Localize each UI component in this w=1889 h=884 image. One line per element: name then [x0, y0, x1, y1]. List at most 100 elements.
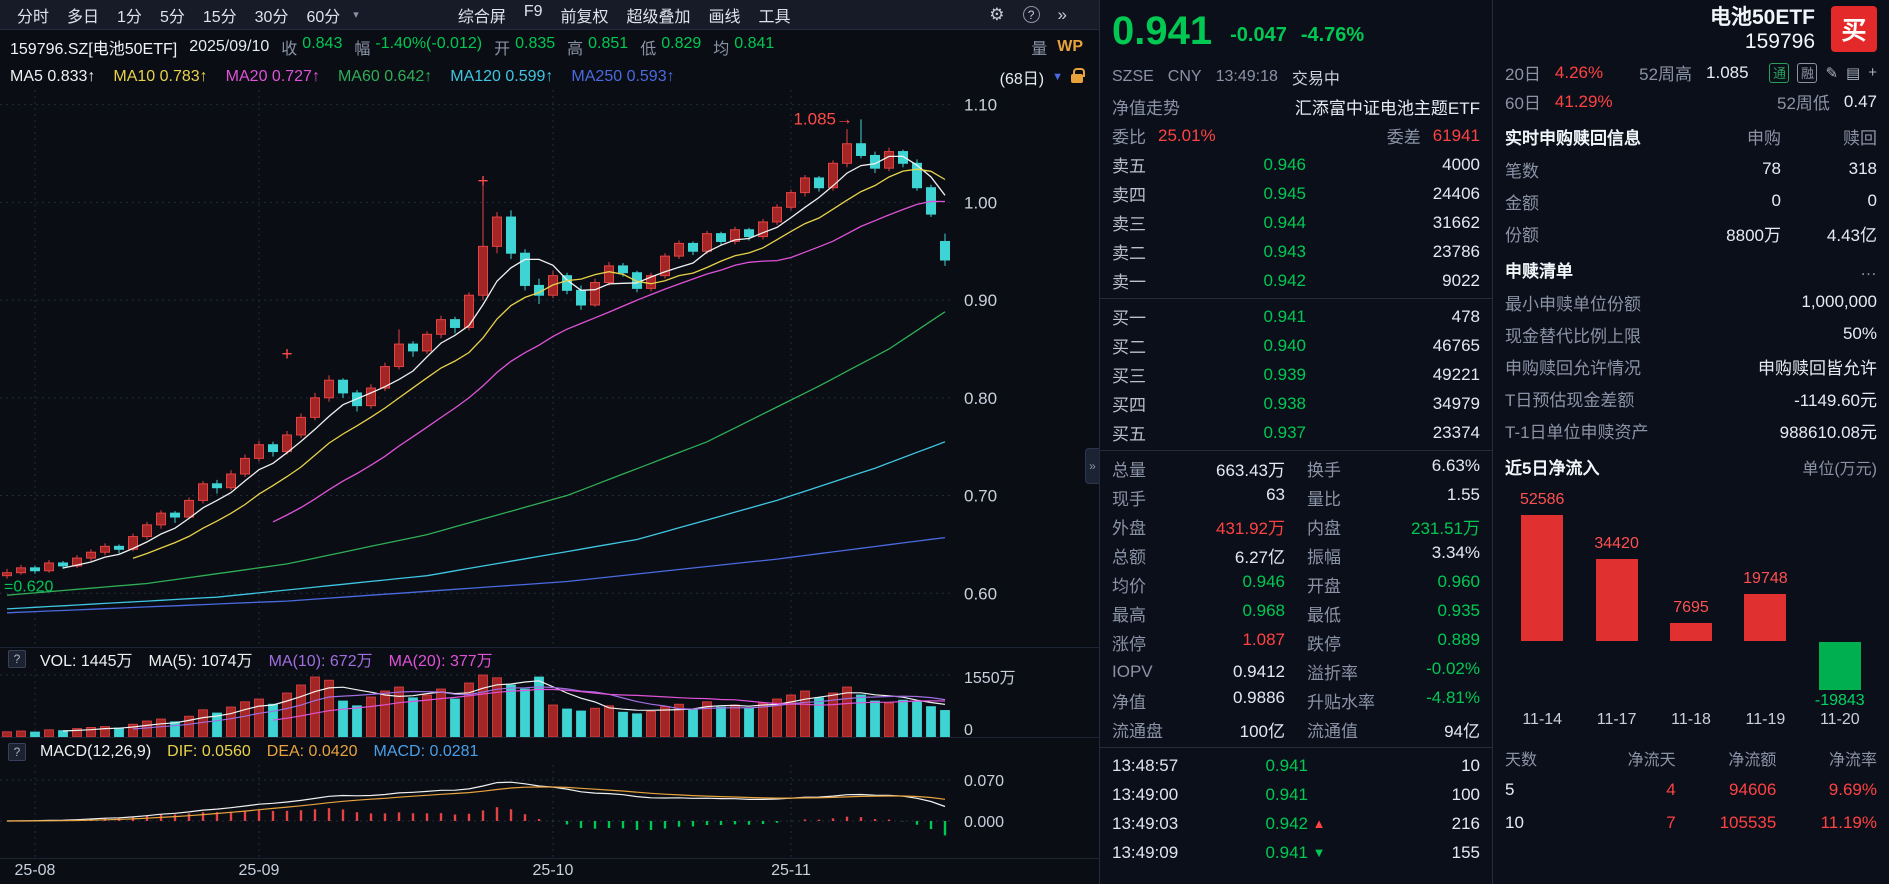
flow-table-header-cell: 净流额 [1728, 752, 1777, 769]
tool-buttons: 综合屏 F9 前复权 超级叠加 画线 工具 [449, 3, 800, 27]
volume-toggle[interactable]: 量 [1031, 40, 1048, 58]
stat-pair: 最低 0.935 [1307, 601, 1480, 626]
period-button[interactable]: 分时 [17, 8, 50, 26]
bid-price[interactable]: 0.939 [1263, 364, 1306, 384]
add-icon[interactable]: + [1868, 64, 1877, 81]
period-button[interactable]: 1分 [117, 8, 142, 26]
ask-row: 卖四 0.945 24406 [1100, 179, 1492, 208]
price-change-pct: -4.76% [1300, 23, 1365, 46]
flow-table-cell: 9.69% [1828, 779, 1877, 799]
bid-label: 买一 [1112, 309, 1146, 328]
subscribe-column-header: 申购 [1747, 129, 1781, 148]
period-button[interactable]: 5分 [159, 8, 185, 26]
ask-price[interactable]: 0.943 [1263, 241, 1306, 261]
stat-value: 0.960 [1437, 572, 1480, 591]
svg-text:1.10: 1.10 [964, 96, 997, 115]
range-caret-icon[interactable]: ▼ [1052, 70, 1063, 83]
perf-value: 41.29% [1554, 91, 1613, 111]
list-value: 1,000,000 [1801, 292, 1877, 311]
bid-volume: 34979 [1432, 393, 1480, 413]
period-dropdown-caret-icon[interactable]: ▾ [353, 9, 359, 21]
period-button[interactable]: 多日 [67, 8, 100, 26]
tool-button[interactable]: 画线 [708, 8, 741, 26]
ask-label: 卖五 [1112, 157, 1146, 176]
screenshot-icon[interactable]: ▤ [1846, 64, 1861, 82]
stat-pair: 量比 1.55 [1307, 485, 1480, 510]
wp-badge[interactable]: WP [1057, 37, 1083, 55]
lock-icon[interactable] [1071, 68, 1085, 83]
ma-legend-item: MA250 0.593↑ [571, 67, 675, 85]
stat-value: 0.968 [1242, 601, 1285, 620]
edit-pencil-icon[interactable]: ✎ [1825, 64, 1839, 82]
stat-pair: 流通盘 100亿 [1112, 717, 1307, 742]
period-button[interactable]: 30分 [254, 8, 289, 26]
buy-button[interactable]: 买 [1831, 6, 1877, 52]
stat-row: 净值 0.9886 升贴水率 -4.81% [1100, 686, 1492, 715]
stat-pair: 内盘 231.51万 [1307, 514, 1480, 539]
tick-price: 0.942 [1265, 813, 1308, 833]
tool-button[interactable]: 工具 [758, 8, 791, 26]
tool-button[interactable]: 超级叠加 [626, 8, 691, 26]
stat-label: 外盘 [1112, 519, 1146, 538]
flow-table-cell: 10 [1505, 812, 1524, 832]
macd-legend-item: DIF: 0.0560 [167, 742, 251, 760]
macd-help-icon[interactable]: ? [8, 742, 26, 761]
ohlc-fields: 收 0.843 幅 -1.40%(-0.012) 开 0.835 高 0.851 低 0.829 均… [281, 35, 774, 59]
tick-volume: 10 [1461, 755, 1480, 775]
flow-table-row: 5 4 94606 9.69% [1505, 773, 1877, 806]
svg-text:1.00: 1.00 [964, 193, 997, 212]
stat-value: 94亿 [1444, 722, 1480, 741]
macd-chart[interactable]: 0.070 0.000 [0, 765, 1100, 858]
tool-button[interactable]: 综合屏 [457, 8, 506, 26]
tick-time: 13:48:57 [1112, 755, 1179, 775]
ask-price[interactable]: 0.945 [1263, 183, 1306, 203]
macd-legend-bar: ? MACD(12,26,9) DIF: 0.0560 DEA: 0.0420 MAC… [0, 737, 1099, 765]
bid-price[interactable]: 0.938 [1263, 393, 1306, 413]
stat-pair: 换手 6.63% [1307, 456, 1480, 481]
nav-trend-link[interactable]: 净值走势 [1112, 99, 1180, 118]
more-chevron-icon[interactable]: » [1057, 4, 1067, 24]
ask-volume: 4000 [1442, 154, 1480, 174]
candlestick-chart[interactable]: 1.10 1.00 0.90 0.80 0.70 0.60 1.085→ =0.620 + + [0, 90, 1100, 647]
stat-value: 100亿 [1239, 722, 1285, 741]
time-axis-label: 25-11 [771, 862, 811, 879]
svg-text:0.070: 0.070 [964, 773, 1004, 790]
period-button[interactable]: 15分 [202, 8, 237, 26]
bid-price[interactable]: 0.940 [1263, 335, 1306, 355]
rt-section-title: 实时申购赎回信息 [1505, 129, 1641, 148]
flow-table-cell: 4 [1666, 779, 1676, 799]
flow-bar-value: 7695 [1673, 598, 1709, 616]
range-selector[interactable]: (68日) [999, 70, 1045, 88]
panel-expand-handle[interactable]: » [1085, 448, 1099, 484]
stat-value: 6.27亿 [1234, 548, 1285, 567]
flow-table-header-cell: 净流天 [1627, 752, 1676, 769]
settings-gear-icon[interactable]: ⚙ [989, 4, 1005, 24]
bid-price[interactable]: 0.941 [1263, 306, 1306, 326]
help-icon[interactable]: ? [1022, 6, 1040, 23]
margin-badge[interactable]: 融 [1797, 62, 1818, 83]
tool-button[interactable]: 前复权 [560, 8, 609, 26]
ma-legend-item: MA10 0.783↑ [113, 67, 208, 85]
margin-badge[interactable]: 通 [1769, 62, 1790, 83]
volume-help-icon[interactable]: ? [8, 649, 26, 668]
period-button[interactable]: 60分 [306, 8, 341, 26]
ask-price[interactable]: 0.944 [1263, 212, 1306, 232]
ma-legend-item: MA5 0.833↑ [10, 67, 96, 85]
realtime-subscription-section-header: 实时申购赎回信息 申购 赎回 [1505, 120, 1877, 153]
ask-price[interactable]: 0.942 [1263, 270, 1306, 290]
flow-table-cell: 5 [1505, 779, 1515, 799]
flow-date-label: 11-19 [1745, 711, 1786, 728]
perf-period-label: 52周低 [1776, 94, 1830, 113]
stat-pair: 现手 63 [1112, 485, 1307, 510]
time-axis-label: 25-08 [14, 862, 56, 879]
more-menu-icon[interactable]: … [1860, 259, 1877, 279]
svg-text:=0.620: =0.620 [4, 579, 53, 596]
tool-button[interactable]: F9 [523, 2, 543, 20]
bid-price[interactable]: 0.937 [1263, 422, 1306, 442]
ask-price[interactable]: 0.946 [1263, 154, 1306, 174]
rt-redeem-value: 0 [1867, 191, 1877, 210]
volume-chart[interactable]: 1550万 0 [0, 669, 1100, 737]
field-label: 均 [713, 40, 730, 58]
price-change: -0.047 [1230, 23, 1287, 46]
stat-pair: 最高 0.968 [1112, 601, 1307, 626]
